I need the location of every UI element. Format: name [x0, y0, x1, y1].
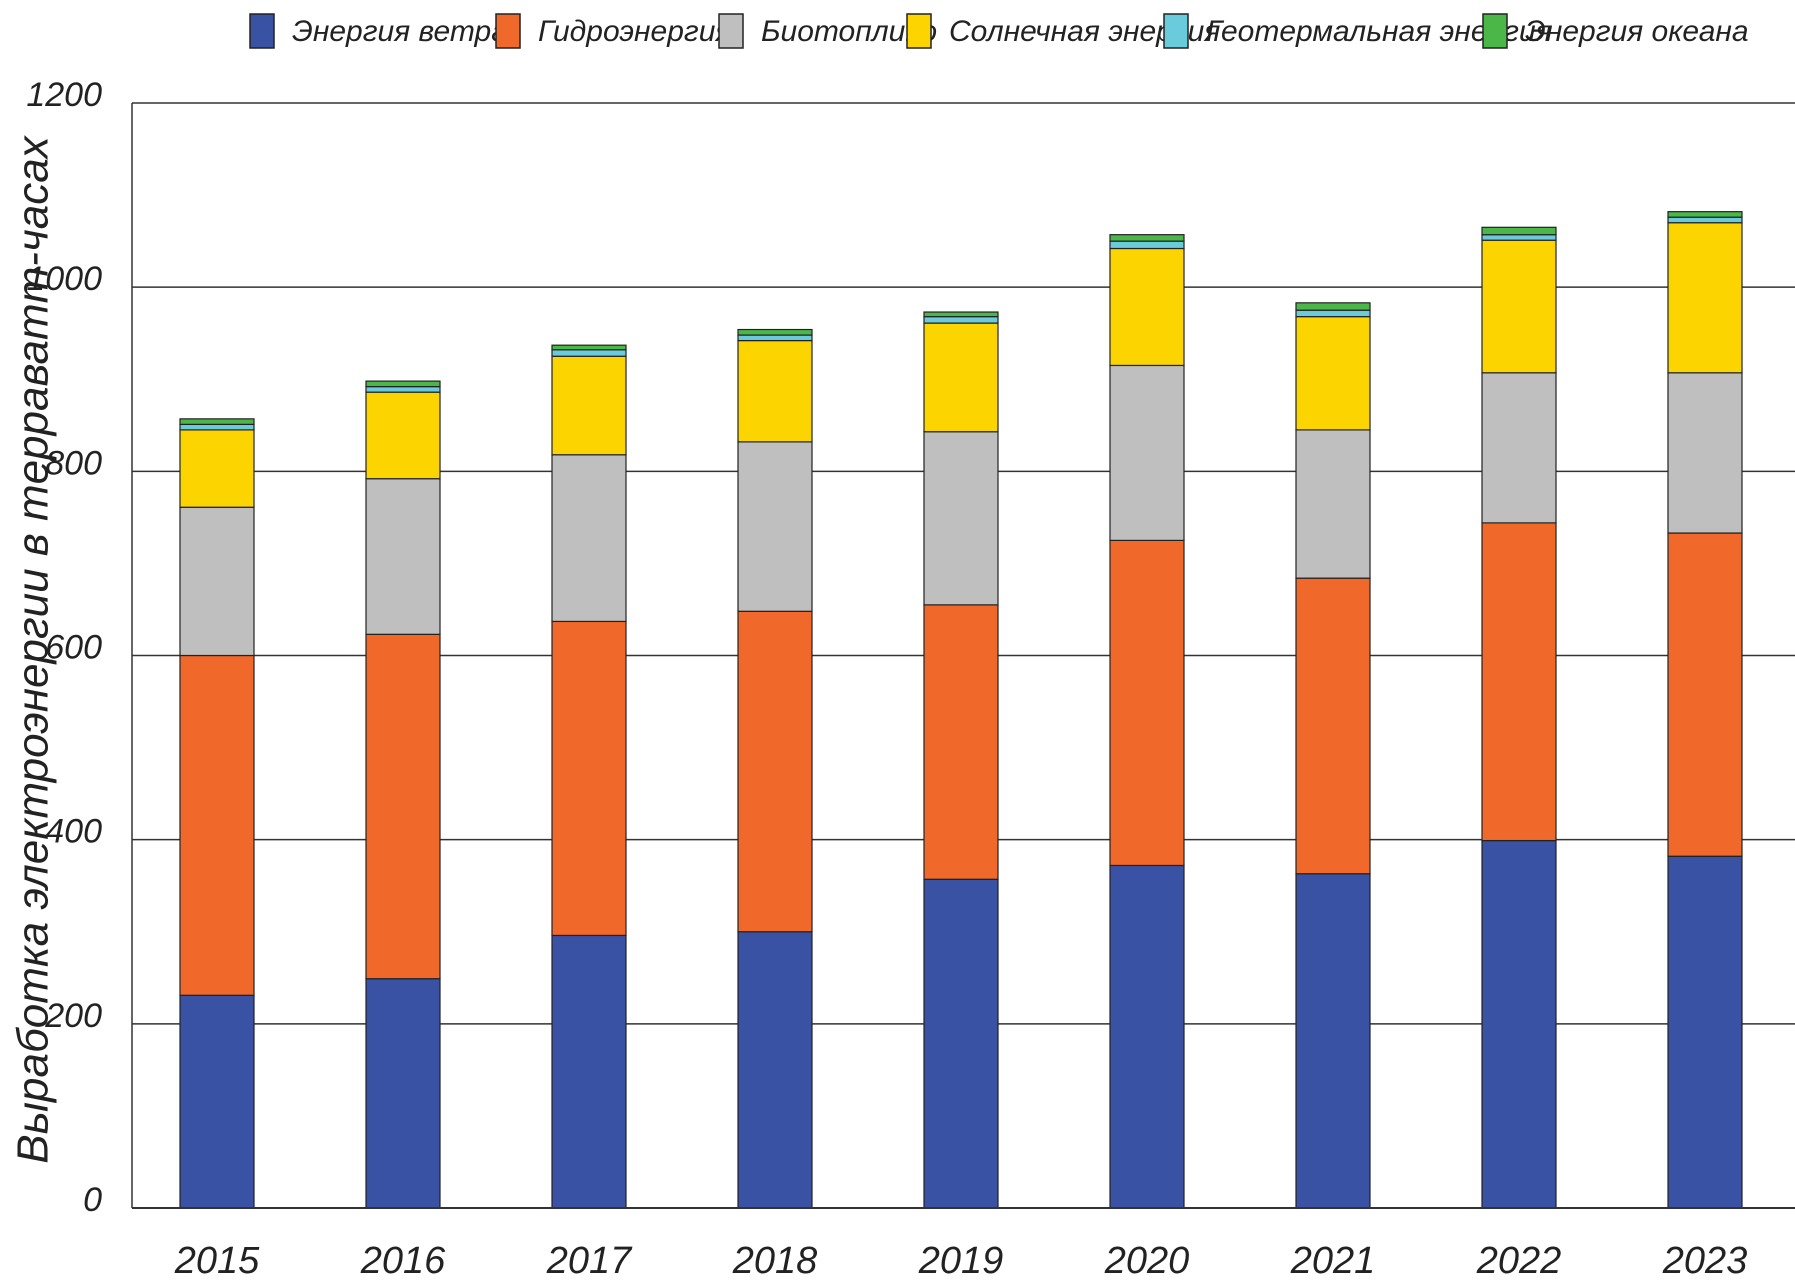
bar-segment: [1295, 429, 1371, 579]
bar-segment: [1481, 239, 1557, 374]
bar-segment: [1295, 873, 1371, 1209]
bar-segment: [1667, 216, 1743, 224]
y-axis-title: Выработка электроэнергии в терраватт-час…: [9, 134, 58, 1163]
legend-swatch: [495, 13, 521, 49]
x-tick-label: 2020: [1104, 1240, 1190, 1282]
bar-segment: [365, 978, 441, 1209]
bar-segment: [1667, 372, 1743, 534]
bar-segment: [1481, 839, 1557, 1209]
y-tick-label: 0: [83, 1181, 102, 1219]
bar-segment: [551, 454, 627, 623]
legend-swatch: [718, 13, 744, 49]
bar-segment: [1667, 855, 1743, 1209]
bar-segment: [551, 349, 627, 357]
legend-label: Энергия океана: [1525, 15, 1749, 48]
bar-segment: [1667, 211, 1743, 218]
bar-segment: [1295, 302, 1371, 311]
bar-segment: [365, 380, 441, 388]
y-tick-label: 800: [45, 444, 102, 482]
bar-segment: [1109, 864, 1185, 1209]
bar-segment: [551, 344, 627, 351]
bar-segment: [1481, 522, 1557, 842]
y-tick-label: 600: [45, 628, 102, 666]
bar-segment: [1109, 247, 1185, 367]
x-tick-label: 2019: [918, 1240, 1004, 1282]
bar-segment: [1295, 577, 1371, 875]
bar-segment: [365, 386, 441, 393]
bar-segment: [1109, 539, 1185, 867]
bar-segment: [923, 878, 999, 1209]
y-tick-label: 400: [45, 813, 102, 851]
legend-label: Гидроэнергия: [538, 15, 731, 48]
bar-segment: [737, 328, 813, 336]
legend-swatch: [249, 13, 275, 49]
x-tick-label: 2016: [360, 1240, 446, 1282]
bar-segment: [1667, 222, 1743, 374]
y-tick-label: 1200: [26, 76, 102, 114]
legend-label: Энергия ветра: [292, 15, 508, 48]
bar-segment: [923, 604, 999, 880]
bar-segment: [737, 334, 813, 342]
legend-swatch: [1163, 13, 1189, 49]
bar-segment: [1109, 234, 1185, 242]
bar-segment: [923, 431, 999, 606]
bar-segment: [551, 620, 627, 937]
bar-segment: [737, 931, 813, 1209]
x-tick-label: 2022: [1476, 1240, 1562, 1282]
bar-segment: [1481, 372, 1557, 524]
bar-segment: [179, 506, 255, 657]
bar-segment: [1667, 532, 1743, 857]
bar-segment: [923, 316, 999, 324]
bar-segment: [365, 478, 441, 635]
bar-segment: [923, 311, 999, 318]
bar-segment: [179, 429, 255, 508]
x-tick-label: 2021: [1290, 1240, 1376, 1282]
bar-segment: [365, 391, 441, 480]
x-tick-label: 2017: [546, 1240, 633, 1282]
y-tick-label: 1000: [26, 260, 102, 298]
bar-segment: [179, 418, 255, 425]
bar-segment: [923, 322, 999, 433]
bar-segment: [737, 441, 813, 612]
legend-swatch: [1482, 13, 1508, 49]
legend-swatch: [906, 13, 932, 49]
x-tick-label: 2018: [732, 1240, 818, 1282]
x-tick-label: 2015: [174, 1240, 260, 1282]
x-tick-label: 2023: [1662, 1240, 1748, 1282]
bar-segment: [737, 610, 813, 933]
bar-segment: [1295, 309, 1371, 318]
bar-segment: [551, 934, 627, 1209]
bar-segment: [1109, 364, 1185, 541]
bar-segment: [1109, 240, 1185, 250]
bar-segment: [365, 633, 441, 980]
y-tick-label: 200: [44, 997, 102, 1035]
bar-segment: [551, 355, 627, 456]
bar-segment: [1295, 316, 1371, 431]
bar-segment: [1481, 226, 1557, 236]
bar-segment: [179, 423, 255, 431]
bar-segment: [737, 339, 813, 443]
bar-segment: [1481, 234, 1557, 241]
bar-segment: [179, 654, 255, 996]
bar-segment: [179, 994, 255, 1209]
